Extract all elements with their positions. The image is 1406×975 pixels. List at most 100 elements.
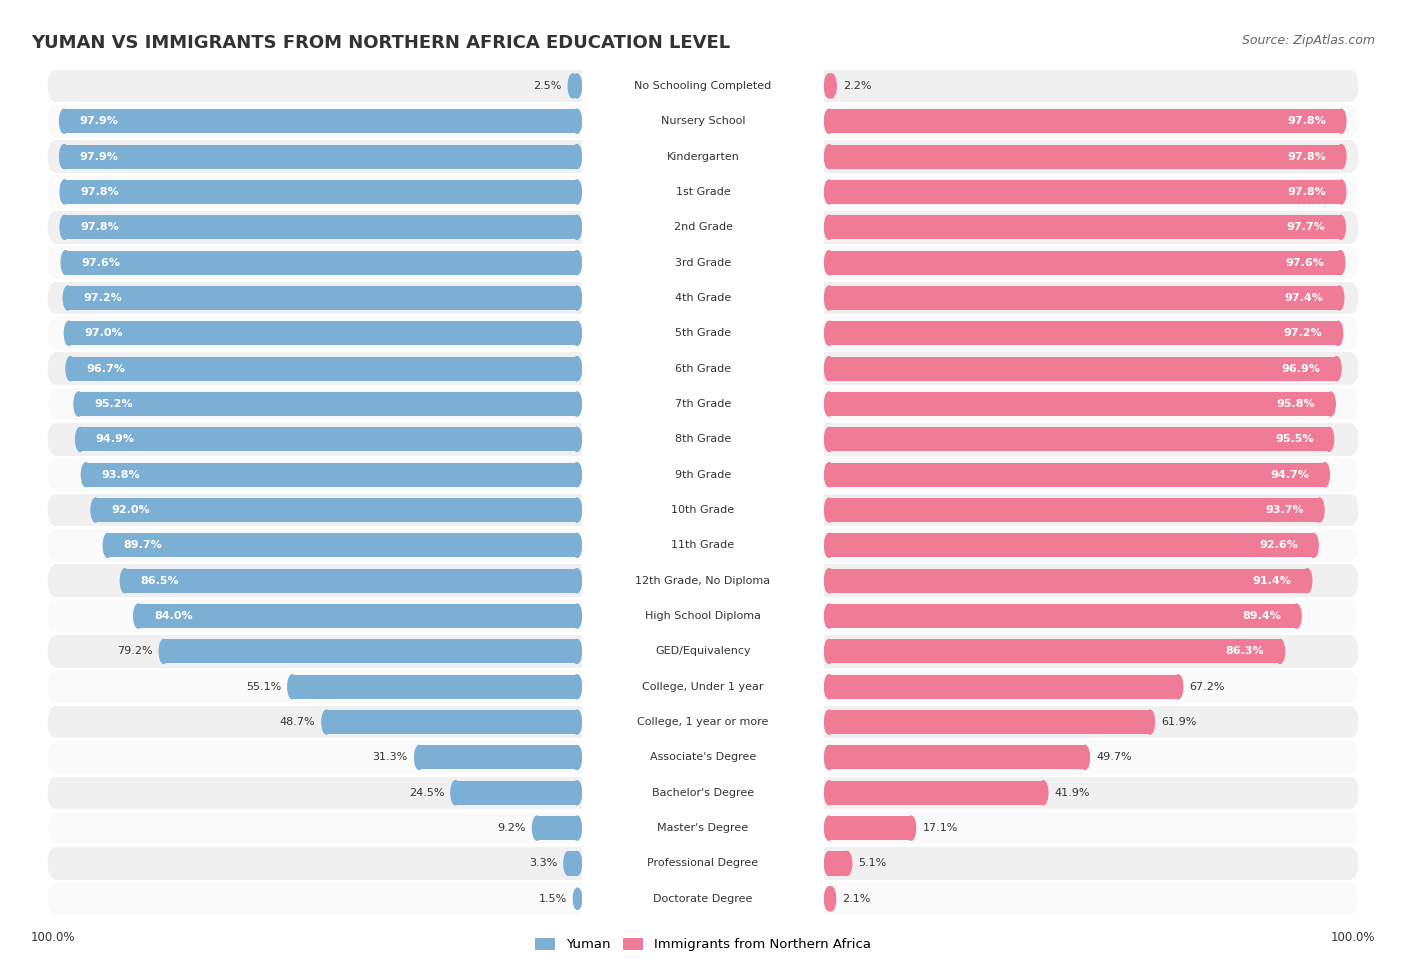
Circle shape [48,849,59,878]
Bar [582,105,824,137]
Circle shape [824,180,834,204]
Bar [830,463,1324,487]
Circle shape [572,675,582,699]
Bar [830,357,1337,380]
Circle shape [48,460,59,489]
Circle shape [75,392,83,416]
Circle shape [1334,286,1344,310]
Circle shape [1039,781,1047,804]
Bar [582,812,824,844]
Circle shape [824,74,834,98]
Circle shape [1337,180,1346,204]
Text: 2nd Grade: 2nd Grade [673,222,733,232]
Text: 97.8%: 97.8% [80,187,120,197]
Circle shape [48,354,59,383]
Text: Doctorate Degree: Doctorate Degree [654,894,752,904]
Bar [53,423,1353,455]
Text: 100.0%: 100.0% [31,931,76,945]
Circle shape [451,781,460,804]
Text: 3rd Grade: 3rd Grade [675,257,731,268]
Bar [53,458,1353,491]
Bar [138,604,576,628]
Bar [830,710,1150,734]
Text: 97.6%: 97.6% [1285,257,1324,268]
Circle shape [568,74,578,98]
Circle shape [824,816,834,840]
Text: 97.8%: 97.8% [80,222,120,232]
Circle shape [48,813,59,842]
Bar [419,746,576,769]
Circle shape [1315,498,1324,522]
Text: Associate's Degree: Associate's Degree [650,753,756,762]
Circle shape [1347,142,1358,172]
Circle shape [827,74,837,98]
Circle shape [1347,354,1358,383]
Text: GED/Equivalency: GED/Equivalency [655,646,751,656]
Circle shape [572,851,582,876]
Text: 7th Grade: 7th Grade [675,399,731,410]
Bar [582,600,824,633]
Circle shape [48,106,59,136]
Circle shape [824,533,834,558]
Circle shape [121,568,129,593]
Circle shape [48,530,59,560]
Text: 93.8%: 93.8% [101,470,141,480]
Text: 89.7%: 89.7% [124,540,162,551]
Circle shape [572,640,582,663]
Bar [292,675,576,699]
Circle shape [572,286,582,310]
Circle shape [322,710,330,734]
Circle shape [824,675,834,699]
Circle shape [572,781,582,804]
Circle shape [62,251,70,275]
Circle shape [1347,425,1358,454]
Circle shape [1347,566,1358,596]
Circle shape [48,602,59,631]
Circle shape [1347,672,1358,701]
Circle shape [1347,248,1358,277]
Text: 95.5%: 95.5% [1275,434,1313,445]
Bar [53,247,1353,279]
Circle shape [1333,322,1343,345]
Bar [830,604,1296,628]
Bar [582,741,824,774]
Text: 95.8%: 95.8% [1277,399,1315,410]
Bar [53,882,1353,916]
Circle shape [824,604,834,628]
Bar [65,180,576,204]
Circle shape [572,392,582,416]
Text: College, Under 1 year: College, Under 1 year [643,682,763,692]
Circle shape [827,887,835,911]
Text: YUMAN VS IMMIGRANTS FROM NORTHERN AFRICA EDUCATION LEVEL: YUMAN VS IMMIGRANTS FROM NORTHERN AFRICA… [31,34,730,52]
Bar [582,776,824,809]
Circle shape [1326,392,1336,416]
Text: 67.2%: 67.2% [1189,682,1225,692]
Text: 17.1%: 17.1% [922,823,957,834]
Text: 48.7%: 48.7% [280,717,315,727]
Text: 10th Grade: 10th Grade [672,505,734,515]
Bar [582,69,824,102]
Text: 92.0%: 92.0% [111,505,150,515]
Text: No Schooling Completed: No Schooling Completed [634,81,772,91]
Bar [537,816,576,840]
Text: 12th Grade, No Diploma: 12th Grade, No Diploma [636,575,770,586]
Circle shape [1347,460,1358,489]
Circle shape [824,640,834,663]
Bar [830,887,831,911]
Circle shape [82,463,90,487]
Text: 86.3%: 86.3% [1226,646,1264,656]
Circle shape [824,568,834,593]
Circle shape [824,357,834,380]
Circle shape [1146,710,1154,734]
Bar [108,533,576,558]
Text: 97.7%: 97.7% [1286,222,1324,232]
Bar [830,851,846,876]
Bar [80,427,576,451]
Bar [65,215,576,239]
Circle shape [572,357,582,380]
Circle shape [1347,319,1358,348]
Circle shape [48,177,59,207]
Circle shape [1337,144,1346,169]
Text: 41.9%: 41.9% [1054,788,1090,798]
Bar [582,565,824,597]
